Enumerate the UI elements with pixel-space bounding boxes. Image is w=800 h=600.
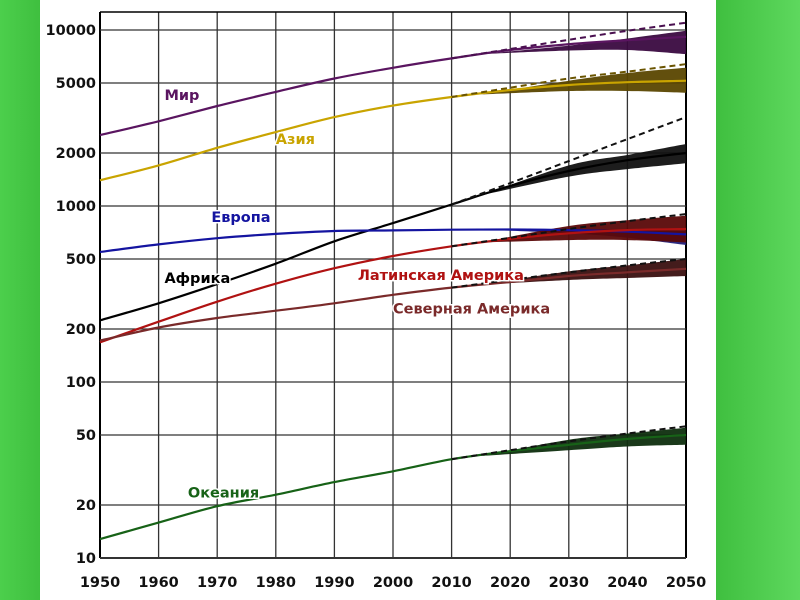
series-label-halo-europe: Европа	[211, 210, 270, 226]
series-line-asia	[99, 79, 687, 182]
series-lines	[99, 35, 687, 541]
series-label-asia: Азия	[276, 132, 315, 148]
series-label-africa: Африка	[164, 271, 230, 287]
dashed-projection-world	[451, 21, 687, 60]
x-tick-label-2000: 2000	[373, 575, 413, 591]
x-tick-label-1980: 1980	[256, 575, 296, 591]
chart-panel	[40, 0, 716, 600]
y-tick-label-5000: 5000	[56, 76, 96, 92]
y-tick-label-500: 500	[66, 252, 96, 268]
dashed-projection-africa	[451, 116, 687, 206]
series-line-africa	[99, 151, 687, 322]
y-tick-label-50: 50	[76, 428, 96, 444]
series-label-halo-africa: Африка	[164, 271, 230, 287]
x-tick-label-1960: 1960	[138, 575, 178, 591]
series-label-world: Мир	[164, 88, 199, 104]
x-tick-label-2040: 2040	[607, 575, 647, 591]
y-tick-label-100: 100	[66, 375, 96, 391]
series-label-halo-asia: Азия	[276, 132, 315, 148]
projection-band-africa	[480, 144, 686, 196]
y-axis-tick-labels: 10 20 50 100 200 500 1000 2000 5000 10000	[46, 23, 96, 567]
x-tick-label-1970: 1970	[197, 575, 237, 591]
series-label-oceania: Океания	[188, 486, 259, 502]
series-line-europe	[99, 228, 687, 254]
dashed-projection-oceania	[451, 425, 687, 461]
series-line-oceania	[99, 433, 687, 541]
y-tick-label-2000: 2000	[56, 146, 96, 162]
y-tick-label-1000: 1000	[56, 199, 96, 215]
projection-band-world	[480, 30, 686, 55]
grid-lines	[99, 11, 687, 559]
series-label-europe: Европа	[211, 210, 270, 226]
x-tick-label-2010: 2010	[431, 575, 471, 591]
y-tick-label-10: 10	[76, 551, 96, 567]
x-tick-label-2020: 2020	[490, 575, 530, 591]
series-label-halo-world: Мир	[164, 88, 199, 104]
series-label-namerica: Северная Америка	[393, 302, 550, 318]
series-label-latam: Латинская Америка	[358, 268, 524, 284]
series-label-halo-namerica: Северная Америка	[393, 302, 550, 318]
dashed-projection-asia	[451, 63, 687, 98]
x-tick-label-2050: 2050	[666, 575, 706, 591]
series-line-namerica	[99, 267, 687, 342]
y-tick-label-20: 20	[76, 498, 96, 514]
dashed-projection-namerica	[451, 258, 687, 289]
x-tick-label-1990: 1990	[314, 575, 354, 591]
x-tick-label-1950: 1950	[80, 575, 120, 591]
series-line-world	[99, 35, 687, 137]
dashed-projection-latam	[451, 213, 687, 248]
projection-dashed-lines	[451, 21, 687, 461]
projection-bands	[480, 30, 686, 456]
x-tick-label-2030: 2030	[549, 575, 589, 591]
y-tick-label-200: 200	[66, 322, 96, 338]
y-tick-label-10000: 10000	[46, 23, 96, 39]
series-line-latam	[99, 227, 687, 344]
series-label-halo-oceania: Океания	[188, 486, 259, 502]
series-label-halo-latam: Латинская Америка	[358, 268, 524, 284]
x-axis-tick-labels: 1950 1960 1970 1980 1990 2000 2010 2020 2030 2040…	[80, 575, 706, 591]
